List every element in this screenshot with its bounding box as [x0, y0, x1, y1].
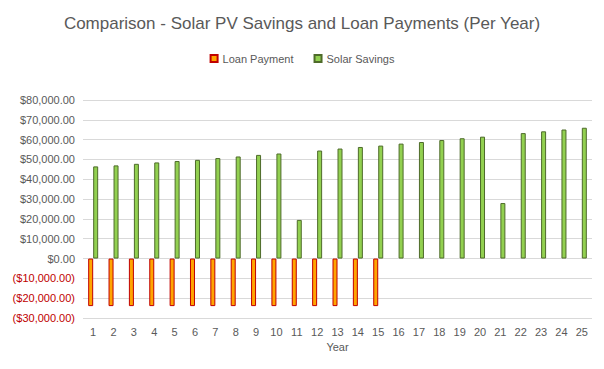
svg-text:$30,000.00: $30,000.00: [20, 193, 75, 205]
svg-text:Year: Year: [326, 341, 349, 353]
svg-text:($20,000.00): ($20,000.00): [13, 292, 75, 304]
svg-text:12: 12: [311, 326, 323, 338]
svg-text:9: 9: [253, 326, 259, 338]
svg-text:$10,000.00: $10,000.00: [20, 233, 75, 245]
svg-text:16: 16: [392, 326, 404, 338]
svg-text:18: 18: [433, 326, 445, 338]
svg-text:8: 8: [233, 326, 239, 338]
svg-text:22: 22: [515, 326, 527, 338]
svg-text:15: 15: [372, 326, 384, 338]
svg-text:Solar Savings: Solar Savings: [327, 53, 395, 65]
svg-text:$50,000.00: $50,000.00: [20, 153, 75, 165]
svg-text:$20,000.00: $20,000.00: [20, 213, 75, 225]
svg-text:13: 13: [331, 326, 343, 338]
svg-text:1: 1: [90, 326, 96, 338]
svg-text:$0.00: $0.00: [47, 253, 75, 265]
svg-text:$70,000.00: $70,000.00: [20, 114, 75, 126]
svg-text:20: 20: [474, 326, 486, 338]
svg-text:Comparison - Solar PV Savings: Comparison - Solar PV Savings and Loan P…: [64, 14, 540, 33]
svg-text:7: 7: [212, 326, 218, 338]
svg-text:($10,000.00): ($10,000.00): [13, 272, 75, 284]
svg-text:17: 17: [413, 326, 425, 338]
svg-text:($30,000.00): ($30,000.00): [13, 312, 75, 324]
svg-text:2: 2: [110, 326, 116, 338]
svg-text:$40,000.00: $40,000.00: [20, 173, 75, 185]
svg-text:19: 19: [454, 326, 466, 338]
svg-text:14: 14: [352, 326, 364, 338]
svg-text:23: 23: [535, 326, 547, 338]
svg-text:6: 6: [192, 326, 198, 338]
svg-text:10: 10: [270, 326, 282, 338]
svg-text:Loan Payment: Loan Payment: [223, 53, 294, 65]
svg-text:11: 11: [291, 326, 302, 338]
svg-text:25: 25: [576, 326, 588, 338]
svg-text:24: 24: [555, 326, 567, 338]
svg-text:5: 5: [172, 326, 178, 338]
svg-text:21: 21: [494, 326, 506, 338]
svg-text:3: 3: [131, 326, 137, 338]
svg-text:$60,000.00: $60,000.00: [20, 134, 75, 146]
svg-text:$80,000.00: $80,000.00: [20, 94, 75, 106]
svg-text:4: 4: [151, 326, 157, 338]
